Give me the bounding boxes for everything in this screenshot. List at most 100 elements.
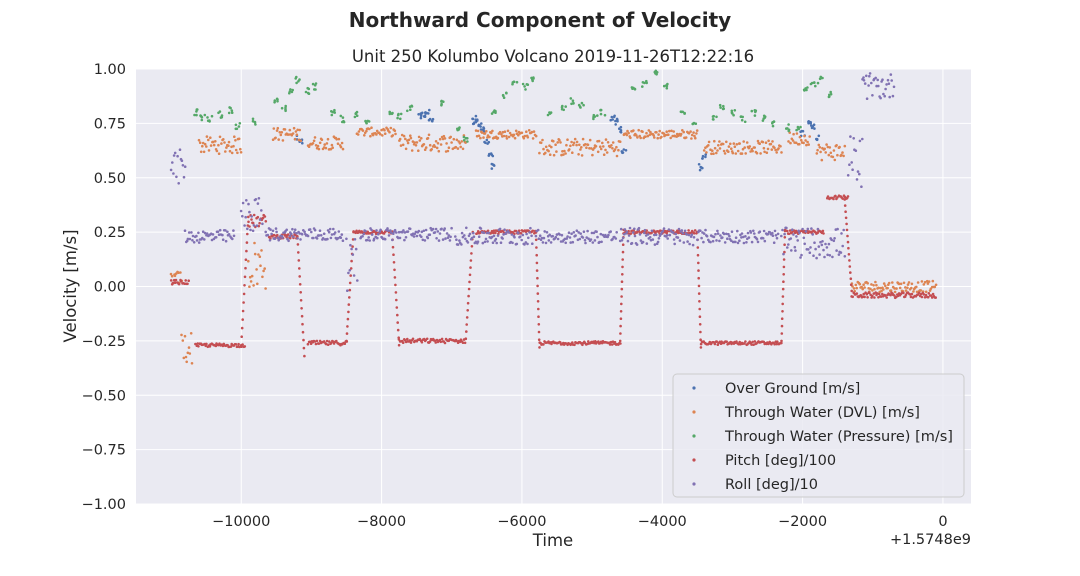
point-series-4 <box>815 256 818 260</box>
point-series-1 <box>702 149 706 152</box>
point-series-4 <box>412 235 416 238</box>
point-series-3 <box>346 317 350 321</box>
point-series-1 <box>578 143 581 147</box>
point-series-4 <box>749 231 753 234</box>
point-series-3 <box>844 210 847 213</box>
point-series-2 <box>577 103 581 107</box>
point-series-3 <box>258 221 261 225</box>
point-series-3 <box>847 246 850 250</box>
point-series-3 <box>244 266 247 270</box>
point-series-4 <box>226 230 229 234</box>
point-series-3 <box>536 292 540 295</box>
point-series-0 <box>478 123 481 127</box>
point-series-1 <box>606 141 610 144</box>
point-series-3 <box>893 294 896 297</box>
point-series-1 <box>795 132 799 135</box>
point-series-4 <box>822 248 825 252</box>
point-series-4 <box>678 239 682 242</box>
point-series-4 <box>692 236 696 239</box>
point-series-3 <box>845 222 848 226</box>
point-series-4 <box>575 229 579 232</box>
point-series-4 <box>444 237 447 240</box>
point-series-4 <box>449 235 452 239</box>
point-series-1 <box>288 128 292 132</box>
point-series-0 <box>474 114 478 118</box>
point-series-3 <box>393 268 396 272</box>
point-series-4 <box>705 234 709 238</box>
point-series-1 <box>756 139 760 143</box>
point-series-2 <box>730 109 734 113</box>
chart-title: Unit 250 Kolumbo Volcano 2019-11-26T12:2… <box>352 47 754 66</box>
point-series-3 <box>306 342 310 346</box>
point-series-1 <box>670 129 673 133</box>
point-series-4 <box>370 233 374 236</box>
point-series-2 <box>457 127 461 130</box>
point-series-4 <box>408 227 412 231</box>
point-series-2 <box>341 116 345 119</box>
point-series-3 <box>917 291 921 295</box>
point-series-3 <box>302 346 306 350</box>
point-series-2 <box>406 109 409 113</box>
point-series-4 <box>752 229 755 233</box>
point-series-2 <box>291 88 295 92</box>
point-series-4 <box>584 241 587 245</box>
point-series-3 <box>927 292 931 295</box>
point-series-4 <box>568 236 572 239</box>
point-series-1 <box>571 151 574 154</box>
point-series-1 <box>644 135 647 138</box>
point-series-3 <box>326 343 330 347</box>
point-series-1 <box>594 145 598 148</box>
point-series-4 <box>315 237 319 240</box>
point-series-4 <box>776 232 780 236</box>
point-series-4 <box>812 254 815 257</box>
point-series-3 <box>536 276 539 280</box>
point-series-3 <box>440 337 444 341</box>
point-series-4 <box>507 231 511 234</box>
point-series-1 <box>252 284 255 287</box>
point-series-4 <box>285 228 289 232</box>
point-series-2 <box>298 78 301 81</box>
point-series-3 <box>467 294 470 298</box>
point-series-4 <box>345 237 348 241</box>
point-series-4 <box>291 227 294 231</box>
point-series-4 <box>415 234 419 238</box>
point-series-4 <box>347 271 350 275</box>
point-series-1 <box>512 133 516 137</box>
point-series-1 <box>562 153 565 156</box>
point-series-2 <box>665 86 669 90</box>
chart-suptitle: Northward Component of Velocity <box>349 8 731 32</box>
point-series-4 <box>379 228 382 232</box>
point-series-2 <box>333 111 337 114</box>
y-tick-label: −0.75 <box>82 443 126 459</box>
point-series-2 <box>679 110 683 113</box>
point-series-1 <box>410 149 414 152</box>
point-series-1 <box>214 140 217 143</box>
point-series-3 <box>780 317 784 321</box>
point-series-2 <box>829 90 832 94</box>
point-series-1 <box>563 149 566 153</box>
point-series-4 <box>525 232 528 236</box>
point-series-4 <box>241 201 245 205</box>
point-series-1 <box>658 129 661 133</box>
point-series-0 <box>701 154 705 158</box>
point-series-3 <box>822 232 825 235</box>
point-series-1 <box>893 287 896 290</box>
point-series-4 <box>828 254 832 257</box>
point-series-2 <box>546 113 550 117</box>
point-series-1 <box>185 360 188 364</box>
point-series-1 <box>887 281 891 285</box>
point-series-3 <box>395 306 399 309</box>
point-series-3 <box>300 314 304 318</box>
point-series-4 <box>884 87 887 91</box>
point-series-4 <box>393 228 397 232</box>
y-tick-label: 0.50 <box>94 171 126 187</box>
point-series-1 <box>710 152 713 156</box>
point-series-4 <box>308 228 312 231</box>
point-series-4 <box>696 238 699 242</box>
point-series-2 <box>462 135 466 139</box>
point-series-4 <box>390 231 393 234</box>
legend-label: Over Ground [m/s] <box>725 381 860 397</box>
point-series-1 <box>774 148 777 152</box>
point-series-2 <box>284 109 287 113</box>
point-series-1 <box>417 149 420 152</box>
